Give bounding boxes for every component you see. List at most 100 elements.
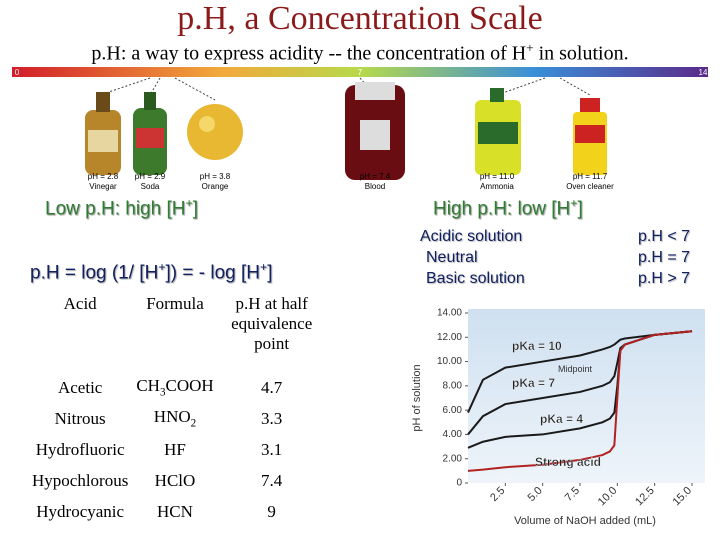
superscript: + bbox=[158, 260, 166, 274]
table-cell: 3.1 bbox=[218, 434, 326, 465]
y-tick-label: 8.00 bbox=[443, 380, 463, 391]
ph-scale-bar bbox=[12, 67, 708, 77]
table-cell: 4.7 bbox=[218, 372, 326, 403]
table-cell: Acetic bbox=[28, 372, 132, 403]
subtitle: p.H: a way to express acidity -- the con… bbox=[0, 40, 720, 66]
text: Hydrofluoric bbox=[35, 439, 125, 459]
table-cell: 3.3 bbox=[218, 403, 326, 434]
text: High p.H: low [H bbox=[433, 198, 571, 220]
series-label: pKa = 10 bbox=[512, 339, 562, 353]
table-row: Hydrofluoric HF 3.1 bbox=[28, 434, 326, 465]
y-tick-label: 14.00 bbox=[437, 308, 462, 319]
header-cell: p.H at half equivalence point bbox=[231, 294, 313, 353]
text: HF bbox=[164, 439, 186, 459]
table-cell: CH3COOH bbox=[132, 372, 217, 403]
product-ph: pH = 11.0 bbox=[480, 172, 515, 181]
text: 9 bbox=[267, 501, 276, 521]
table-row: Hydrocyanic HCN 9 bbox=[28, 496, 326, 527]
series-label: pKa = 4 bbox=[540, 412, 583, 426]
product-name: Ammonia bbox=[480, 182, 514, 191]
table-cell: HCN bbox=[132, 496, 217, 527]
annotation: Midpoint bbox=[558, 364, 593, 374]
product-images bbox=[85, 82, 607, 180]
table-row: Hypochlorous HClO 7.4 bbox=[28, 465, 326, 496]
product-ph: pH = 2.8 bbox=[88, 172, 119, 181]
product-ph: pH = 11.7 bbox=[573, 172, 608, 181]
table-row: Acetic CH3COOH 4.7 bbox=[28, 372, 326, 403]
text: Nitrous bbox=[54, 408, 106, 428]
subscript: 3 bbox=[159, 386, 166, 399]
product-name: Orange bbox=[202, 182, 229, 191]
table-cell: HClO bbox=[132, 465, 217, 496]
text: HNO bbox=[153, 407, 191, 427]
x-tick-label: 15.0 bbox=[670, 485, 694, 509]
series-label: Strong acid bbox=[535, 455, 601, 469]
y-tick-label: 12.00 bbox=[437, 332, 462, 343]
text: ]) = - log [H bbox=[165, 262, 261, 284]
subscript: 2 bbox=[190, 417, 197, 430]
y-tick-label: 0 bbox=[456, 478, 462, 489]
header-cell: Formula bbox=[146, 294, 204, 313]
superscript: + bbox=[185, 196, 193, 210]
superscript: + bbox=[570, 196, 578, 210]
series-label: pKa = 7 bbox=[512, 376, 555, 390]
text: Hypochlorous bbox=[32, 470, 129, 490]
text: CH bbox=[136, 376, 160, 396]
y-tick-label: 2.00 bbox=[443, 453, 463, 464]
table-row: Nitrous HNO2 3.3 bbox=[28, 403, 326, 434]
text: 3.1 bbox=[261, 439, 283, 459]
table-cell: HF bbox=[132, 434, 217, 465]
text: Hydrocyanic bbox=[36, 501, 125, 521]
series-line bbox=[467, 330, 693, 413]
text: HCN bbox=[157, 501, 193, 521]
x-tick-label: 7.5 bbox=[563, 485, 582, 504]
text: p.H: a way to express acidity -- the con… bbox=[91, 42, 527, 65]
solution: Neutral bbox=[426, 249, 478, 266]
x-tick-label: 10.0 bbox=[596, 485, 620, 509]
text: 3.3 bbox=[261, 408, 283, 428]
low-ph-label: Low p.H: high [H+] bbox=[45, 196, 198, 220]
header-cell: Acid bbox=[63, 294, 97, 313]
table-cell: Hydrofluoric bbox=[28, 434, 132, 465]
table-cell: Hypochlorous bbox=[28, 465, 132, 496]
solution: Acidic solution bbox=[420, 228, 523, 245]
solution: Basic solution bbox=[426, 270, 525, 287]
text: in solution. bbox=[533, 42, 629, 65]
superscript: + bbox=[526, 40, 534, 55]
table-cell: Hydrocyanic bbox=[28, 496, 132, 527]
scale-tick-label: 14 bbox=[699, 68, 708, 77]
y-tick-label: 4.00 bbox=[443, 429, 463, 440]
high-ph-label: High p.H: low [H+] bbox=[433, 196, 583, 220]
table-cell: HNO2 bbox=[132, 403, 217, 434]
y-tick-label: 10.00 bbox=[437, 356, 462, 367]
text: Low p.H: high [H bbox=[45, 198, 186, 220]
product-name: Oven cleaner bbox=[566, 182, 614, 191]
text: COOH bbox=[165, 376, 214, 396]
text: Acetic bbox=[57, 377, 103, 397]
solution-ph: p.H > 7 bbox=[637, 270, 690, 287]
y-axis-label: pH of solution bbox=[411, 364, 423, 431]
text: ] bbox=[577, 198, 583, 220]
acid-table: Acid Formula p.H at half equivalence point… bbox=[28, 294, 326, 527]
series-line bbox=[467, 330, 693, 472]
x-tick-label: 5.0 bbox=[525, 485, 544, 504]
product-name: Soda bbox=[141, 182, 160, 191]
scale-tick-label: 7 bbox=[358, 68, 363, 77]
plot-background bbox=[468, 309, 705, 483]
equation: p.H = log (1/ [H+]) = - log [H+] bbox=[30, 260, 273, 284]
scale-tick-label: 0 bbox=[15, 68, 20, 77]
table-cell: Nitrous bbox=[28, 403, 132, 434]
text: p.H = log (1/ [H bbox=[30, 262, 159, 284]
title: p.H, a Concentration Scale bbox=[177, 0, 543, 37]
text: ] bbox=[267, 262, 273, 284]
product-ph: pH = 2.9 bbox=[135, 172, 166, 181]
product-name: Blood bbox=[365, 182, 385, 191]
solution-ph: p.H = 7 bbox=[637, 249, 690, 266]
text: 4.7 bbox=[261, 377, 283, 397]
solution-ph: p.H < 7 bbox=[637, 228, 690, 245]
product-name: Vinegar bbox=[89, 182, 117, 191]
text: 7.4 bbox=[261, 470, 283, 490]
superscript: + bbox=[260, 260, 268, 274]
